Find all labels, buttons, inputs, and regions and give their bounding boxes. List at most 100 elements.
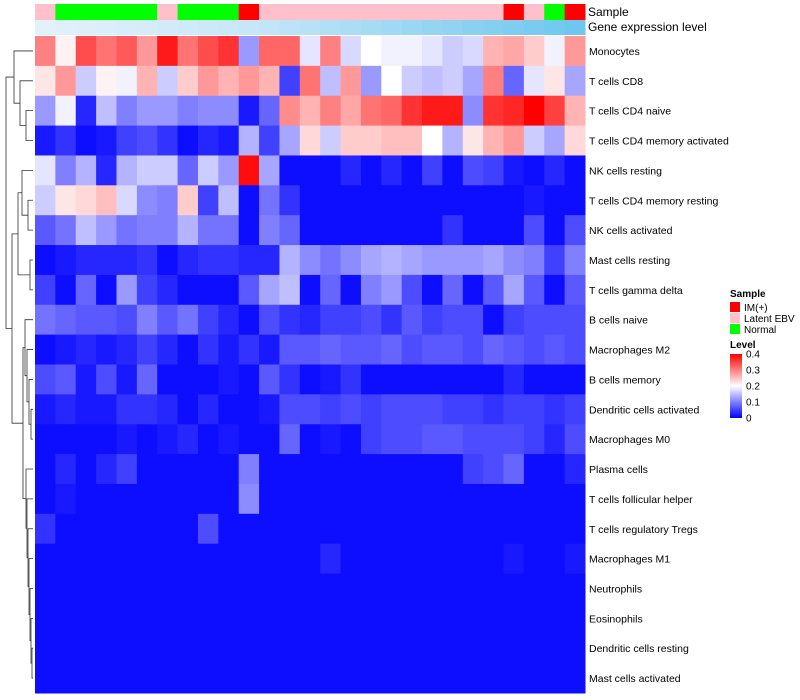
heatmap-cell <box>55 633 77 664</box>
legend-level-tick-label: 0.2 <box>746 382 760 393</box>
heatmap-cell <box>544 454 566 485</box>
heatmap-cell <box>422 633 443 664</box>
heatmap-cell <box>157 543 179 575</box>
heatmap-cell <box>136 95 158 127</box>
heatmap-cell <box>381 95 403 127</box>
heatmap-cell <box>503 603 525 634</box>
heatmap-cell <box>197 394 219 425</box>
dendrogram-branch <box>26 349 33 403</box>
heatmap-cell <box>157 394 179 425</box>
sample-annotation-cell <box>442 4 464 20</box>
heatmap-cell <box>462 334 484 365</box>
heatmap-cell <box>279 513 301 545</box>
heatmap-cell <box>564 543 586 575</box>
row-label: Neutrophils <box>589 583 642 595</box>
heatmap-cell <box>279 95 301 127</box>
row-label: B cells naive <box>589 315 648 327</box>
heatmap-cell <box>422 95 443 127</box>
heatmap-cell <box>564 65 586 97</box>
heatmap-cell <box>503 155 525 186</box>
sample-annotation-cell <box>35 4 56 20</box>
heatmap-cell <box>55 603 77 634</box>
heatmap-cell <box>279 125 301 156</box>
heatmap-cell <box>401 633 423 664</box>
heatmap-cell <box>544 36 566 67</box>
legend-level-tick-label: 0.1 <box>746 398 760 409</box>
row-label: Macrophages M0 <box>589 434 670 446</box>
heatmap-cell <box>35 633 56 664</box>
heatmap-cell <box>401 424 423 455</box>
heatmap-cell <box>218 125 240 156</box>
row-label: Dendritic cells activated <box>589 404 699 416</box>
expression-annotation-cell <box>503 20 525 35</box>
dendrogram-branch <box>31 647 33 679</box>
heatmap-cell <box>136 274 158 306</box>
heatmap-cell <box>381 215 403 246</box>
heatmap-cell <box>259 364 280 395</box>
heatmap-cell <box>136 663 158 694</box>
heatmap-cell <box>483 274 505 306</box>
heatmap-cell <box>157 424 179 455</box>
heatmap-cell <box>401 364 423 395</box>
heatmap-cell <box>116 364 138 395</box>
row-label: Dendritic cells resting <box>589 643 689 655</box>
row-label: NK cells resting <box>589 165 662 177</box>
heatmap-cell <box>503 36 525 67</box>
heatmap-cell <box>462 65 484 97</box>
heatmap-cell <box>177 454 199 485</box>
heatmap-cell <box>96 454 117 485</box>
heatmap-cell <box>422 65 443 97</box>
heatmap-cell <box>177 245 199 276</box>
heatmap-cell <box>462 663 484 694</box>
heatmap-cell <box>320 155 342 186</box>
sample-annotation-cell <box>320 4 342 20</box>
heatmap-cell <box>35 125 56 156</box>
heatmap-cell <box>136 125 158 156</box>
row-label: Monocytes <box>589 46 640 58</box>
heatmap-cells <box>35 36 586 694</box>
sample-annotation-cell <box>564 4 586 20</box>
heatmap-cell <box>157 454 179 485</box>
heatmap-cell <box>238 394 260 425</box>
heatmap-cell <box>422 573 443 604</box>
sample-annotation-cell <box>279 4 301 20</box>
heatmap-cell <box>401 304 423 336</box>
heatmap-cell <box>96 364 117 395</box>
heatmap-cell <box>442 245 464 276</box>
heatmap-cell <box>96 603 117 634</box>
heatmap-cell <box>259 304 280 336</box>
heatmap-cell <box>544 663 566 694</box>
heatmap-cell <box>340 274 362 306</box>
heatmap-cell <box>259 185 280 216</box>
heatmap-cell <box>360 334 382 365</box>
heatmap-cell <box>340 394 362 425</box>
heatmap-cell <box>55 513 77 545</box>
heatmap-cell <box>442 215 464 246</box>
annotation-label-sample: Sample <box>588 5 629 19</box>
heatmap-cell <box>279 274 301 306</box>
heatmap-cell <box>483 603 505 634</box>
heatmap-cell <box>299 364 321 395</box>
expression-annotation-cell <box>197 20 219 35</box>
heatmap-cell <box>35 155 56 186</box>
expression-annotation-cell <box>360 20 382 35</box>
heatmap-cell <box>422 483 443 515</box>
heatmap-cell <box>218 454 240 485</box>
heatmap-cell <box>462 394 484 425</box>
heatmap-cell <box>238 483 260 515</box>
heatmap-cell <box>238 603 260 634</box>
heatmap-cell <box>96 245 117 276</box>
heatmap-cell <box>320 36 342 67</box>
heatmap-cell <box>116 185 138 216</box>
heatmap-cell <box>136 245 158 276</box>
heatmap-cell <box>381 245 403 276</box>
heatmap-cell <box>177 633 199 664</box>
heatmap-cell <box>35 185 56 216</box>
heatmap-cell <box>55 394 77 425</box>
heatmap-cell <box>116 573 138 604</box>
heatmap-cell <box>483 185 505 216</box>
heatmap-cell <box>503 274 525 306</box>
expression-annotation-cell <box>136 20 158 35</box>
heatmap-cell <box>422 274 443 306</box>
